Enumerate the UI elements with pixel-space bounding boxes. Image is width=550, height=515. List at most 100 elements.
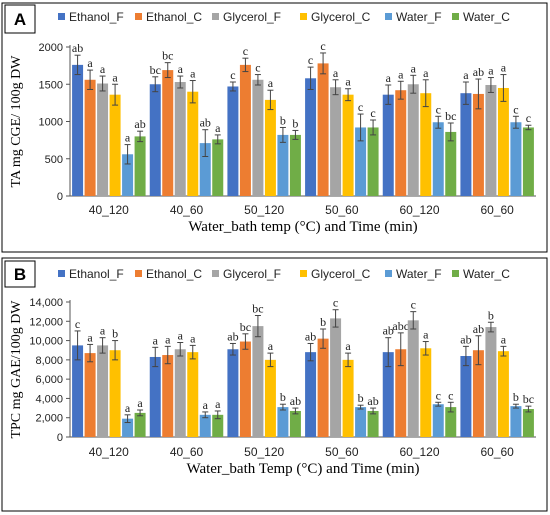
bar-ethanol-c-40_120	[84, 353, 96, 437]
x-tick-label: 50_60	[325, 445, 359, 459]
significance-letter: bc	[252, 302, 263, 316]
significance-letter: a	[398, 67, 404, 81]
panel-label: B	[14, 265, 26, 284]
legend-swatch-ethanol-c	[135, 13, 142, 20]
significance-letter: a	[165, 332, 171, 346]
bar-ethanol-c-60_120	[395, 90, 407, 196]
x-tick-label: 60_60	[480, 203, 514, 217]
significance-letter: bc	[162, 49, 173, 63]
legend-label-water-c: Water_C	[463, 10, 510, 24]
bar-water-c-60_120	[445, 407, 457, 437]
bar-ethanol-f-60_60	[460, 93, 472, 196]
bar-ethanol-f-40_120	[72, 64, 84, 196]
bar-glycerol-c-60_120	[420, 348, 432, 437]
bar-water-f-50_120	[277, 407, 289, 437]
significance-letter: b	[513, 390, 519, 404]
significance-letter: a	[268, 339, 274, 353]
bar-ethanol-f-40_60	[149, 84, 161, 196]
significance-letter: c	[411, 298, 416, 312]
bar-water-f-50_60	[355, 127, 367, 196]
bar-water-f-40_120	[122, 154, 134, 196]
significance-letter: a	[345, 75, 351, 89]
significance-letter: abc	[392, 319, 409, 333]
legend-swatch-ethanol-f	[58, 13, 65, 20]
bar-water-c-40_120	[134, 412, 146, 437]
y-axis-label: TA mg CGE/ 100g DW	[9, 55, 24, 188]
significance-letter: c	[513, 102, 518, 116]
significance-letter: a	[137, 396, 143, 410]
significance-letter: a	[463, 68, 469, 82]
x-tick-label: 60_120	[399, 203, 439, 217]
significance-letter: c	[308, 53, 313, 67]
significance-letter: a	[423, 328, 429, 342]
legend-swatch-glycerol-f	[212, 270, 219, 277]
legend-swatch-ethanol-c	[135, 270, 142, 277]
x-tick-label: 50_60	[325, 203, 359, 217]
legend-swatch-glycerol-f	[212, 13, 219, 20]
y-tick-label: 6,000	[35, 374, 63, 386]
significance-letter: ab	[473, 322, 484, 336]
legend-label-ethanol-f: Ethanol_F	[69, 267, 124, 281]
bar-glycerol-f-60_60	[485, 84, 497, 196]
bar-ethanol-c-60_60	[472, 350, 484, 437]
bar-water-f-60_120	[432, 404, 444, 437]
bar-water-c-40_120	[134, 136, 146, 196]
bar-ethanol-c-50_60	[317, 63, 329, 196]
bar-water-c-50_60	[367, 410, 379, 437]
significance-letter: bc	[150, 63, 161, 77]
significance-letter: b	[488, 308, 494, 322]
bar-water-c-60_60	[522, 409, 534, 437]
significance-letter: ab	[200, 116, 211, 130]
x-tick-label: 60_120	[399, 445, 439, 459]
y-tick-label: 500	[45, 154, 63, 166]
significance-letter: ab	[72, 41, 83, 55]
x-tick-label: 40_120	[89, 445, 129, 459]
bar-glycerol-c-40_60	[187, 91, 199, 196]
bar-glycerol-c-50_120	[264, 99, 276, 196]
bar-glycerol-c-50_60	[342, 359, 354, 437]
significance-letter: c	[230, 68, 235, 82]
significance-letter: a	[178, 329, 184, 343]
significance-letter: c	[526, 111, 531, 125]
significance-letter: c	[370, 106, 375, 120]
significance-letter: a	[100, 324, 106, 338]
significance-letter: b	[320, 315, 326, 329]
bar-water-c-40_60	[212, 139, 224, 196]
significance-letter: a	[501, 61, 507, 75]
legend-swatch-water-c	[452, 270, 459, 277]
significance-letter: b	[292, 116, 298, 130]
significance-letter: b	[358, 391, 364, 405]
bar-glycerol-c-60_60	[497, 351, 509, 437]
significance-letter: a	[87, 56, 93, 70]
significance-letter: a	[345, 339, 351, 353]
bar-glycerol-c-40_120	[109, 350, 121, 437]
bar-ethanol-f-40_120	[72, 345, 84, 437]
significance-letter: b	[280, 113, 286, 127]
legend-label-ethanol-c: Ethanol_C	[146, 10, 202, 24]
legend-label-glycerol-f: Glycerol_F	[223, 267, 281, 281]
significance-letter: b	[280, 390, 286, 404]
bar-ethanol-c-40_60	[162, 70, 174, 196]
x-tick-label: 40_60	[170, 203, 204, 217]
significance-letter: bc	[240, 320, 251, 334]
panel-frame	[1, 2, 548, 253]
bar-ethanol-c-60_60	[472, 93, 484, 196]
bar-water-f-60_60	[510, 122, 522, 196]
bar-glycerol-f-60_120	[407, 84, 419, 196]
bar-ethanol-f-40_60	[149, 356, 161, 437]
y-tick-label: 12,000	[29, 316, 63, 328]
significance-letter: a	[125, 401, 131, 415]
significance-letter: ab	[134, 117, 145, 131]
legend-label-ethanol-c: Ethanol_C	[146, 267, 202, 281]
bar-ethanol-f-60_60	[460, 356, 472, 437]
significance-letter: a	[87, 330, 93, 344]
significance-letter: bc	[523, 392, 534, 406]
bar-water-c-50_120	[289, 410, 301, 437]
bar-ethanol-c-60_120	[395, 349, 407, 437]
y-tick-label: 1500	[39, 79, 63, 91]
significance-letter: c	[448, 388, 453, 402]
chart-panel-b: B Ethanol_F Ethanol_C Glycerol_F Glycerol_C W…	[1, 257, 548, 512]
y-tick-label: 2000	[39, 42, 63, 54]
